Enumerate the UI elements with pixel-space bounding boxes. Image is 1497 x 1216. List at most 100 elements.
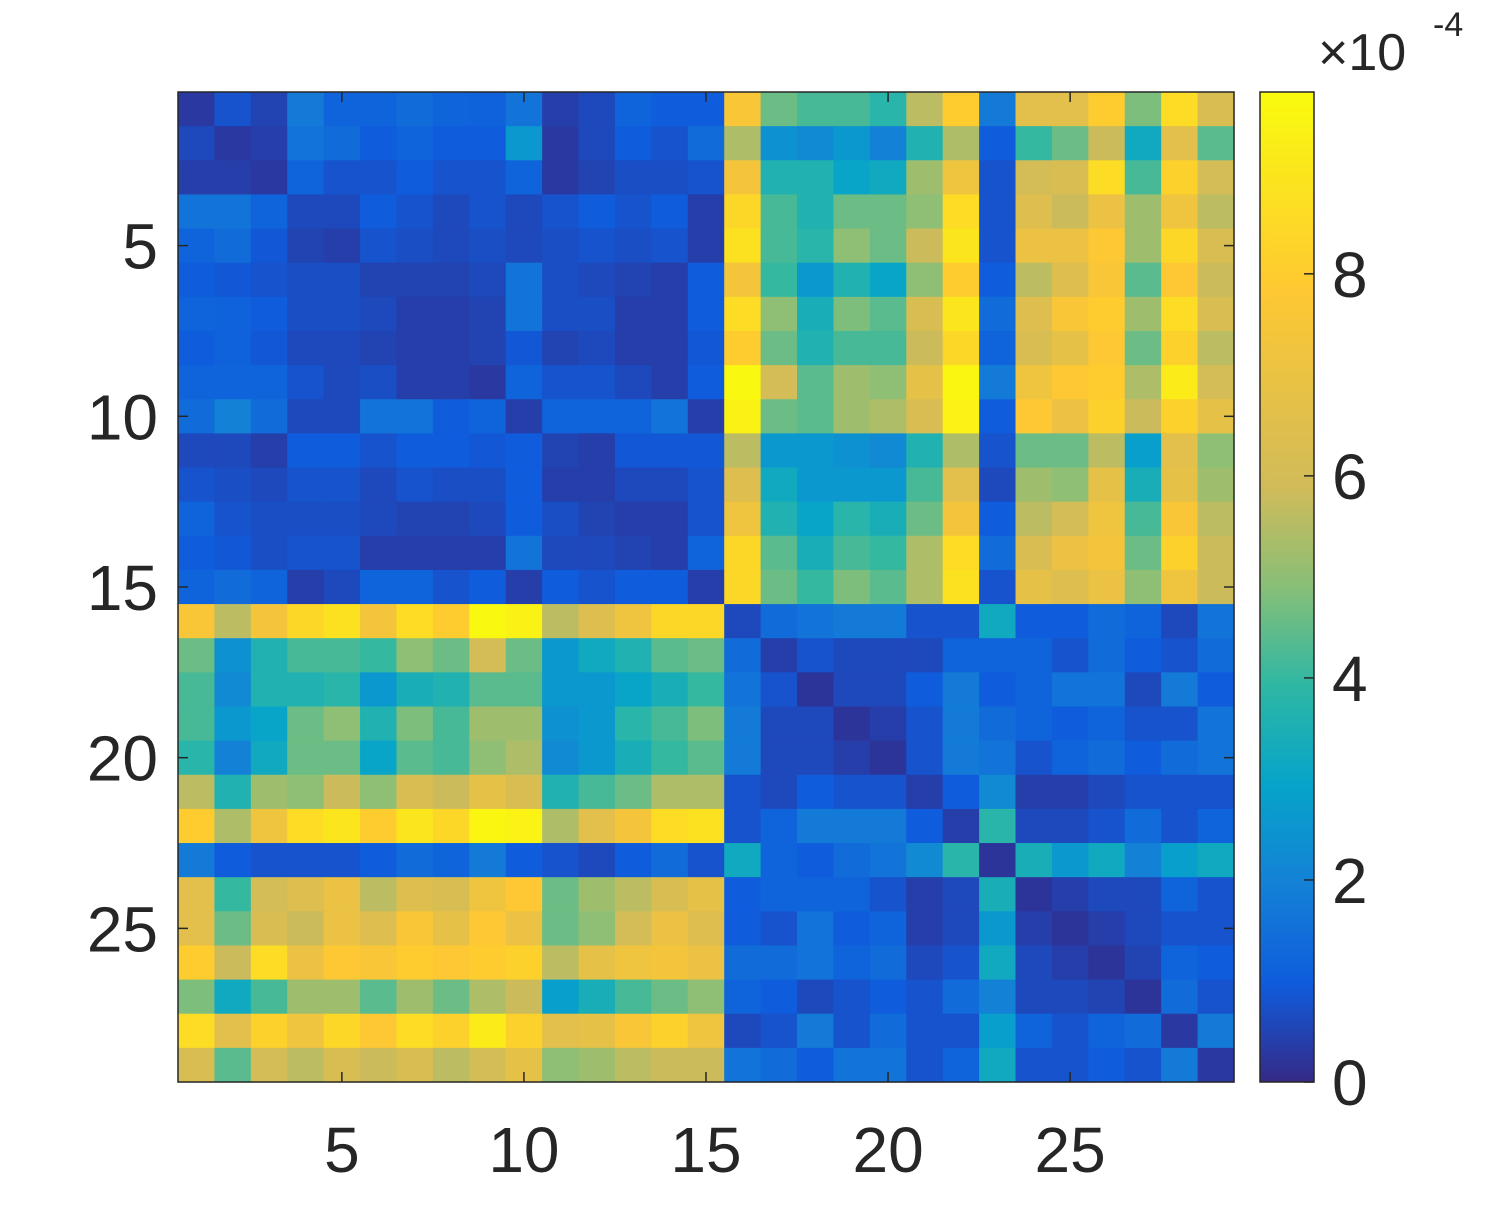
heatmap-cell <box>323 774 361 810</box>
heatmap-cell <box>323 638 361 673</box>
heatmap-cell <box>614 330 652 366</box>
heatmap-cell <box>469 1013 507 1049</box>
heatmap-cell <box>1015 126 1053 161</box>
heatmap-cell <box>724 433 762 469</box>
heatmap-cell <box>979 160 1017 196</box>
heatmap-cell <box>797 1047 835 1083</box>
heatmap-cell <box>432 604 470 639</box>
heatmap-cell <box>797 467 835 503</box>
heatmap-cell <box>906 467 944 503</box>
heatmap-cell <box>396 535 434 571</box>
heatmap-cell <box>724 672 762 708</box>
heatmap-cell <box>323 194 361 230</box>
heatmap-cell <box>797 365 835 400</box>
heatmap-cell <box>578 1047 616 1083</box>
heatmap-cell <box>651 706 689 742</box>
heatmap-cell <box>505 262 543 298</box>
heatmap-cell <box>578 774 616 810</box>
heatmap-cell <box>979 774 1017 810</box>
heatmap-cell <box>432 194 470 230</box>
heatmap-cell <box>578 979 616 1015</box>
heatmap-cell <box>833 1047 871 1083</box>
heatmap-cell <box>360 945 398 981</box>
heatmap-cell <box>1088 501 1126 537</box>
heatmap-cell <box>214 911 252 947</box>
heatmap-cell <box>797 877 835 912</box>
heatmap-cell <box>797 945 835 981</box>
heatmap-cell <box>833 399 871 434</box>
heatmap-cell <box>323 843 361 878</box>
heatmap-cell <box>396 945 434 981</box>
heatmap-cell <box>323 501 361 537</box>
heatmap-cell <box>432 706 470 742</box>
heatmap-cell <box>287 672 325 708</box>
heatmap-cell <box>505 604 543 639</box>
heatmap-cell <box>360 604 398 639</box>
heatmap-cell <box>651 774 689 810</box>
heatmap-cell <box>214 399 252 434</box>
heatmap-cell <box>869 1013 907 1049</box>
heatmap-cell <box>505 365 543 400</box>
heatmap-cell <box>651 911 689 947</box>
heatmap-cell <box>542 569 580 605</box>
heatmap-cell <box>833 467 871 503</box>
heatmap-cell <box>287 569 325 605</box>
heatmap-cell <box>760 672 798 708</box>
heatmap-cell <box>578 535 616 571</box>
heatmap-cell <box>687 672 725 708</box>
heatmap-cell <box>1015 501 1053 537</box>
heatmap-cell <box>360 706 398 742</box>
heatmap-cell <box>760 399 798 434</box>
heatmap-cell <box>287 365 325 400</box>
heatmap-cell <box>469 262 507 298</box>
heatmap-cell <box>906 877 944 912</box>
heatmap-cell <box>360 160 398 196</box>
heatmap-cell <box>432 911 470 947</box>
heatmap-cell <box>1161 467 1199 503</box>
heatmap-cell <box>178 365 216 400</box>
heatmap-cell <box>760 501 798 537</box>
heatmap-cell <box>542 228 580 264</box>
heatmap-cell <box>614 569 652 605</box>
heatmap-cell <box>942 160 980 196</box>
heatmap-cell <box>724 535 762 571</box>
heatmap-cell <box>214 92 252 127</box>
times-symbol: × <box>1318 24 1348 82</box>
heatmap-cell <box>651 569 689 605</box>
heatmap-cell <box>869 774 907 810</box>
heatmap-cell <box>432 467 470 503</box>
heatmap-cell <box>323 808 361 844</box>
heatmap-cell <box>396 126 434 161</box>
heatmap-cell <box>1124 160 1162 196</box>
heatmap-cell <box>469 330 507 366</box>
heatmap-cell <box>1088 672 1126 708</box>
heatmap-cell <box>360 365 398 400</box>
heatmap-cell <box>542 501 580 537</box>
heatmap-cell <box>906 843 944 878</box>
heatmap-cell <box>469 228 507 264</box>
heatmap-cell <box>1088 160 1126 196</box>
heatmap-cell <box>1088 399 1126 434</box>
heatmap-cell <box>906 160 944 196</box>
heatmap-cell <box>614 92 652 127</box>
heatmap-cell <box>1197 1047 1235 1083</box>
heatmap-cell <box>469 638 507 673</box>
heatmap-cell <box>942 979 980 1015</box>
heatmap-cell <box>614 467 652 503</box>
heatmap-cell <box>724 330 762 366</box>
heatmap-cell <box>214 638 252 673</box>
heatmap-cell <box>833 843 871 878</box>
heatmap-cell <box>323 672 361 708</box>
heatmap-cell <box>979 228 1017 264</box>
heatmap-cell <box>979 877 1017 912</box>
heatmap-cell <box>1015 467 1053 503</box>
heatmap-cell <box>396 467 434 503</box>
heatmap-cell <box>505 1013 543 1049</box>
heatmap-cell <box>724 979 762 1015</box>
heatmap-cell <box>1088 330 1126 366</box>
heatmap-cell <box>833 433 871 469</box>
heatmap-cell <box>250 160 288 196</box>
heatmap-cell <box>396 160 434 196</box>
heatmap-cell <box>1088 1013 1126 1049</box>
